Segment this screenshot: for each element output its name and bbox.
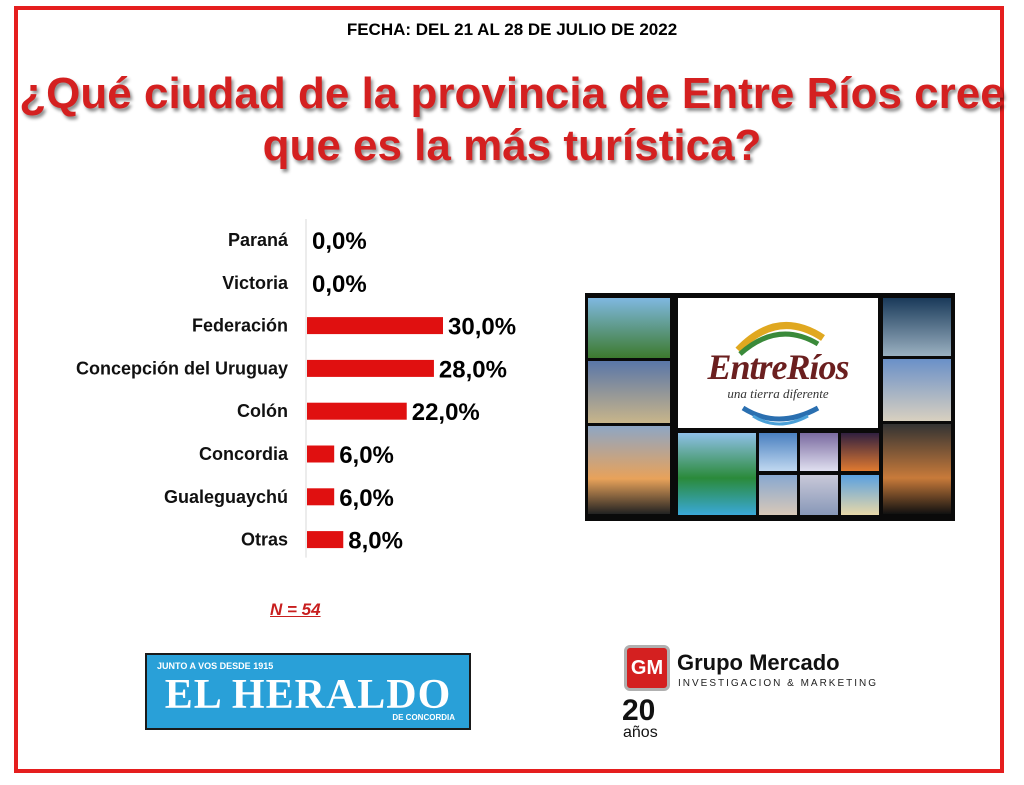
photo-lake-night xyxy=(883,298,951,356)
newspaper-name: EL HERALDO xyxy=(164,672,452,718)
value-label: 28,0% xyxy=(439,356,507,383)
value-label: 6,0% xyxy=(339,485,394,512)
value-label: 8,0% xyxy=(348,528,403,555)
photo-thumb-3 xyxy=(841,433,879,471)
photo-tower xyxy=(883,359,951,421)
agency-subtitle: INVESTIGACION & MARKETING xyxy=(678,678,879,689)
agency-years-label: años xyxy=(623,724,658,741)
photo-park xyxy=(588,298,670,358)
chart-title: ¿Qué ciudad de la provincia de Entre Río… xyxy=(19,69,1005,170)
entre-rios-logo: EntreRíos una tierra diferente xyxy=(678,298,878,428)
sample-size: N = 54 xyxy=(270,600,321,619)
category-label: Federación xyxy=(192,316,288,336)
bar xyxy=(307,445,335,463)
bar xyxy=(307,531,344,549)
value-label: 22,0% xyxy=(412,399,480,426)
tourism-photo-collage: EntreRíos una tierra diferente xyxy=(585,293,955,521)
category-label: Concordia xyxy=(199,444,289,464)
el-heraldo-logo: JUNTO A VOS DESDE 1915 EL HERALDO DE CON… xyxy=(145,653,471,730)
category-label: Paraná xyxy=(228,230,289,250)
logo-arcs xyxy=(735,322,825,356)
agency-name: Grupo Mercado xyxy=(677,650,840,675)
photo-thumb-5 xyxy=(800,475,838,515)
logo-subtitle: una tierra diferente xyxy=(727,386,829,401)
value-label: 0,0% xyxy=(312,271,367,298)
newspaper-subtitle: DE CONCORDIA xyxy=(392,713,455,722)
bar xyxy=(307,402,407,420)
page-frame xyxy=(14,6,1004,773)
bar xyxy=(307,359,434,377)
newspaper-tagline: JUNTO A VOS DESDE 1915 xyxy=(157,661,274,671)
value-label: 6,0% xyxy=(339,442,394,469)
photo-church xyxy=(588,361,670,423)
photo-sunset-palm xyxy=(588,426,670,514)
category-label: Gualeguaychú xyxy=(164,487,288,507)
bar xyxy=(307,317,443,335)
survey-date: FECHA: DEL 21 AL 28 DE JULIO DE 2022 xyxy=(346,20,678,39)
category-label: Victoria xyxy=(222,273,289,293)
bar-chart: Paraná 0,0% Victoria 0,0% Federación 30,0% Con… xyxy=(76,219,516,558)
photo-thumb-2 xyxy=(800,433,838,471)
category-label: Colón xyxy=(237,401,288,421)
photo-pool xyxy=(678,433,756,515)
category-label: Concepción del Uruguay xyxy=(76,358,288,378)
value-label: 0,0% xyxy=(312,228,367,255)
photo-thumb-4 xyxy=(759,475,797,515)
photo-thumb-6 xyxy=(841,475,879,515)
photo-river-sunset xyxy=(883,424,951,514)
logo-title: EntreRíos xyxy=(707,347,849,387)
photo-thumb-1 xyxy=(759,433,797,471)
logo-waves xyxy=(741,405,820,426)
grupo-mercado-icon: GM xyxy=(624,645,670,691)
category-label: Otras xyxy=(241,530,288,550)
value-label: 30,0% xyxy=(448,314,516,341)
agency-years: 20 xyxy=(622,694,656,727)
bar xyxy=(307,488,335,506)
